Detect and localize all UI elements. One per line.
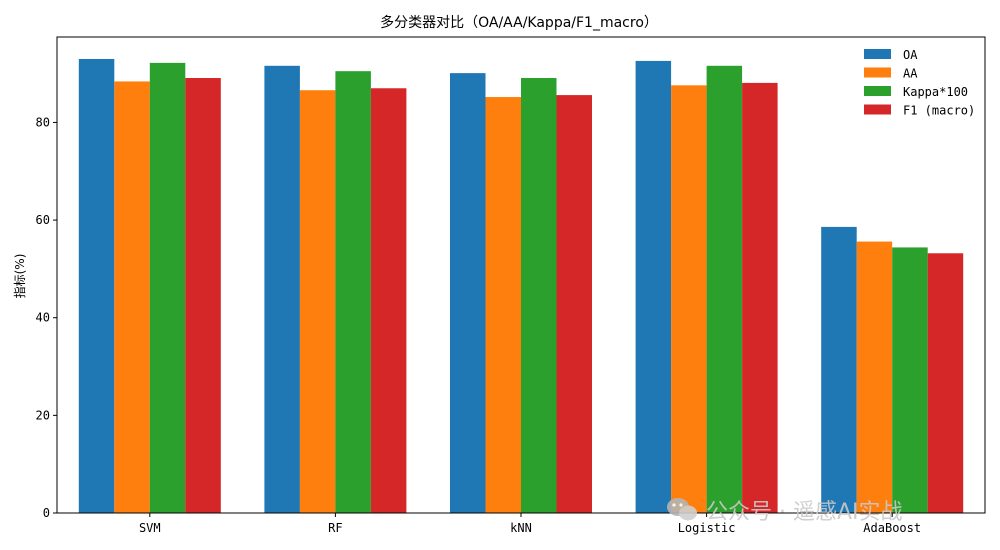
bar-logistic-oa (635, 60, 672, 514)
bar-svm-f1-macro (185, 78, 221, 513)
bar-rf-kappa-100 (335, 71, 371, 514)
bar-knn-f1-macro (556, 95, 592, 513)
watermark-text: 公众号 · 遥感AI实战 (706, 500, 903, 525)
y-tick-label: 20 (36, 408, 50, 422)
plot-area (56, 36, 986, 514)
y-tick-label: 80 (36, 115, 50, 129)
bar-svm-aa (114, 81, 150, 514)
legend-swatch (864, 86, 891, 96)
x-tick-label: SVM (139, 521, 161, 535)
legend-label: AA (903, 67, 918, 81)
bar-rf-oa (264, 65, 300, 514)
bar-knn-kappa-100 (521, 78, 557, 513)
bar-adaboost-aa (856, 241, 893, 513)
legend-swatch (864, 67, 891, 78)
y-axis-label: 指标(%) (12, 254, 27, 299)
wechat-icon (667, 498, 697, 521)
y-tick-label: 0 (43, 506, 50, 520)
bar-logistic-f1-macro (742, 82, 778, 513)
chart-title: 多分类器对比（OA/AA/Kappa/F1_macro） (380, 14, 658, 31)
legend-label: F1 (macro) (903, 104, 975, 118)
bar-svm-kappa-100 (149, 62, 186, 514)
x-tick-label: RF (328, 521, 342, 535)
x-tick-label: Logistic (678, 521, 736, 535)
bar-rf-f1-macro (370, 88, 407, 513)
legend-swatch (864, 104, 891, 115)
x-tick-label: kNN (510, 521, 532, 535)
y-tick-label: 60 (36, 213, 50, 227)
bar-rf-aa (299, 90, 336, 514)
y-axis: 0 20 40 60 80 (36, 115, 57, 520)
legend-swatch (864, 49, 891, 59)
x-axis: SVM RF kNN Logistic AdaBoost (139, 513, 921, 535)
legend-label: OA (903, 48, 918, 62)
bar-svm-oa (78, 58, 115, 513)
bar-logistic-aa (671, 85, 707, 513)
legend-label: Kappa*100 (903, 85, 968, 99)
bar-adaboost-kappa-100 (892, 247, 928, 514)
bar-knn-aa (485, 97, 521, 514)
bar-adaboost-oa (821, 226, 857, 513)
bar-adaboost-f1-macro (927, 253, 964, 513)
legend: OA AA Kappa*100 F1 (macro) (864, 48, 975, 118)
y-tick-label: 40 (36, 311, 50, 325)
bar-logistic-kappa-100 (706, 65, 743, 514)
watermark: 公众号 · 遥感AI实战 (667, 498, 903, 525)
x-tick-label: AdaBoost (863, 521, 921, 535)
bar-knn-oa (450, 73, 486, 513)
